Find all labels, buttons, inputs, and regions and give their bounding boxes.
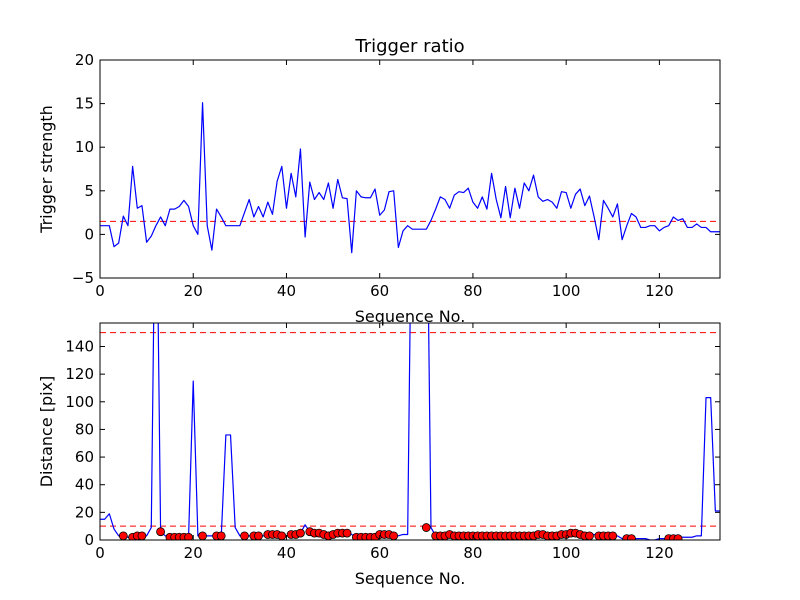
clipped-marks [100, 102, 720, 254]
x-tick-label: 100 [552, 282, 581, 300]
y-tick-label: 80 [75, 420, 94, 438]
y-tick-label: 100 [65, 393, 94, 411]
data-point-marker [421, 523, 431, 532]
data-point-marker [137, 531, 147, 540]
x-tick-label: 60 [370, 544, 389, 562]
data-point-marker [627, 534, 636, 540]
axis-ticks: 0 20 40 60 80 100 120 0 20 40 60 80 100 120 140 [65, 323, 720, 562]
data-point-marker [240, 531, 249, 540]
x-tick-label: 60 [370, 282, 389, 300]
y-tick-label: 40 [75, 476, 94, 494]
data-point-marker [389, 531, 399, 540]
x-axis-label: Sequence No. [355, 569, 466, 588]
plot-area [100, 323, 720, 540]
data-point-marker [184, 532, 193, 540]
data-point-marker [254, 531, 263, 540]
x-axis-label: Sequence No. [355, 307, 466, 326]
x-tick-label: 80 [463, 282, 482, 300]
plot-area [100, 102, 720, 254]
x-tick-label: 80 [463, 544, 482, 562]
y-tick-label: 20 [75, 503, 94, 521]
distance-subplot: 0 20 40 60 80 100 120 0 20 40 60 80 100 120 140 Sequen… [37, 322, 721, 588]
chart-title: Trigger ratio [354, 36, 464, 57]
x-tick-label: 0 [95, 282, 105, 300]
y-tick-label: −5 [72, 269, 94, 287]
clipped-marks [100, 323, 720, 540]
y-tick-label: 15 [75, 95, 94, 113]
data-point-marker [342, 528, 352, 538]
x-tick-label: 40 [277, 544, 296, 562]
data-point-marker [216, 531, 226, 540]
x-tick-label: 40 [277, 282, 296, 300]
y-axis-label: Trigger strength [37, 105, 56, 234]
data-point-marker [277, 531, 287, 540]
axes-frame [99, 322, 721, 541]
y-tick-label: 20 [75, 51, 94, 69]
y-tick-label: 140 [65, 337, 94, 355]
data-point-marker [118, 531, 128, 540]
y-tick-label: 120 [65, 365, 94, 383]
data-point-marker [673, 534, 683, 540]
x-tick-label: 100 [552, 544, 581, 562]
y-axis-label: Distance [pix] [37, 376, 56, 488]
data-point-marker [608, 531, 618, 540]
data-point-marker [156, 527, 166, 537]
series-line [100, 102, 720, 254]
x-tick-label: 120 [645, 544, 674, 562]
axes-frame [99, 59, 721, 279]
y-tick-label: 5 [84, 182, 94, 200]
data-point-marker [585, 531, 594, 540]
y-tick-label: 0 [84, 225, 94, 243]
data-point-marker [198, 531, 207, 540]
x-tick-label: 20 [184, 544, 203, 562]
x-tick-label: 20 [184, 282, 203, 300]
data-point-marker [296, 528, 305, 538]
y-tick-label: 0 [84, 531, 94, 549]
x-tick-label: 0 [95, 544, 105, 562]
y-tick-label: 60 [75, 448, 94, 466]
x-tick-label: 120 [645, 282, 674, 300]
y-tick-label: 10 [75, 138, 94, 156]
